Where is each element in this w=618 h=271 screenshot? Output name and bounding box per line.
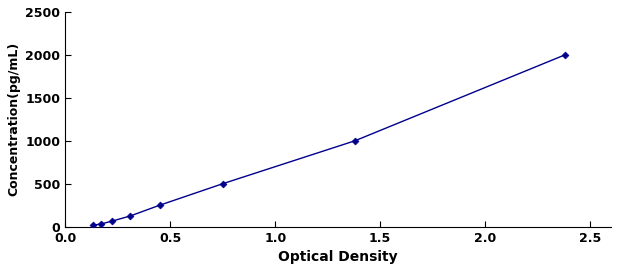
- Y-axis label: Concentration(pg/mL): Concentration(pg/mL): [7, 42, 20, 196]
- X-axis label: Optical Density: Optical Density: [278, 250, 398, 264]
